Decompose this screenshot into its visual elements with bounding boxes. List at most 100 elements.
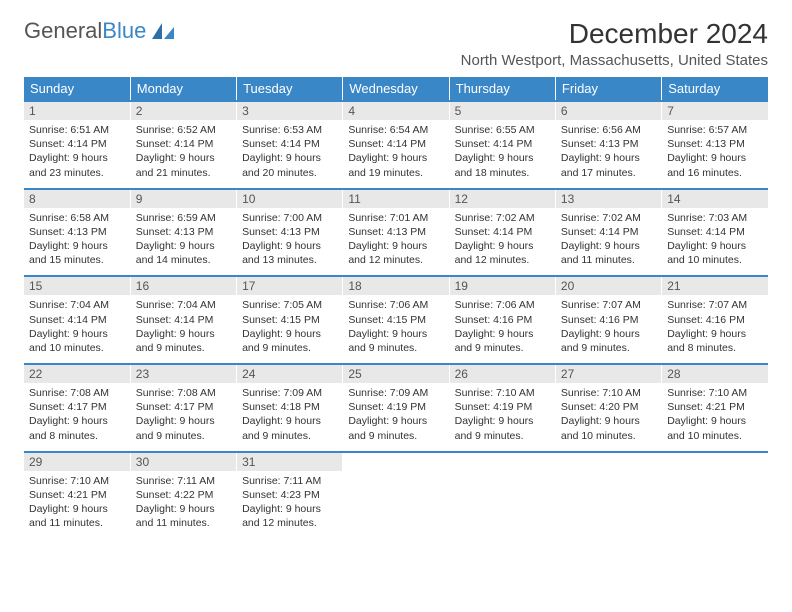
day-line-d1: Daylight: 9 hours: [561, 151, 656, 165]
day-line-sr: Sunrise: 6:59 AM: [136, 211, 231, 225]
day-line-ss: Sunset: 4:21 PM: [667, 400, 763, 414]
day-line-d1: Daylight: 9 hours: [242, 239, 337, 253]
day-body: Sunrise: 7:04 AMSunset: 4:14 PMDaylight:…: [131, 295, 236, 363]
day-line-d1: Daylight: 9 hours: [455, 414, 550, 428]
day-cell: [449, 452, 555, 539]
day-cell: 22Sunrise: 7:08 AMSunset: 4:17 PMDayligh…: [24, 364, 130, 452]
day-line-d2: and 10 minutes.: [667, 253, 763, 267]
day-number: 7: [662, 102, 768, 120]
day-body: Sunrise: 7:06 AMSunset: 4:15 PMDaylight:…: [343, 295, 448, 363]
day-body: Sunrise: 7:00 AMSunset: 4:13 PMDaylight:…: [237, 208, 342, 276]
logo: GeneralBlue: [24, 18, 176, 44]
day-number: 26: [450, 365, 555, 383]
day-cell: 31Sunrise: 7:11 AMSunset: 4:23 PMDayligh…: [237, 452, 343, 539]
day-line-sr: Sunrise: 6:54 AM: [348, 123, 443, 137]
day-line-ss: Sunset: 4:14 PM: [29, 137, 125, 151]
day-number: 9: [131, 190, 236, 208]
day-line-ss: Sunset: 4:21 PM: [29, 488, 125, 502]
day-number: 22: [24, 365, 130, 383]
day-line-ss: Sunset: 4:13 PM: [29, 225, 125, 239]
day-line-d2: and 9 minutes.: [136, 341, 231, 355]
day-line-d1: Daylight: 9 hours: [136, 502, 231, 516]
week-row: 15Sunrise: 7:04 AMSunset: 4:14 PMDayligh…: [24, 276, 768, 364]
location: North Westport, Massachusetts, United St…: [461, 52, 768, 69]
day-number: 14: [662, 190, 768, 208]
day-line-sr: Sunrise: 7:05 AM: [242, 298, 337, 312]
day-line-sr: Sunrise: 6:52 AM: [136, 123, 231, 137]
page: GeneralBlue December 2024 North Westport…: [0, 0, 792, 556]
day-cell: 25Sunrise: 7:09 AMSunset: 4:19 PMDayligh…: [343, 364, 449, 452]
day-cell: 11Sunrise: 7:01 AMSunset: 4:13 PMDayligh…: [343, 189, 449, 277]
day-line-sr: Sunrise: 6:56 AM: [561, 123, 656, 137]
day-cell: 12Sunrise: 7:02 AMSunset: 4:14 PMDayligh…: [449, 189, 555, 277]
day-cell: 29Sunrise: 7:10 AMSunset: 4:21 PMDayligh…: [24, 452, 130, 539]
day-line-d2: and 9 minutes.: [561, 341, 656, 355]
day-line-d2: and 15 minutes.: [29, 253, 125, 267]
day-number: 2: [131, 102, 236, 120]
day-line-ss: Sunset: 4:17 PM: [29, 400, 125, 414]
day-number: 23: [131, 365, 236, 383]
day-body: Sunrise: 7:10 AMSunset: 4:20 PMDaylight:…: [556, 383, 661, 451]
day-body: Sunrise: 7:04 AMSunset: 4:14 PMDaylight:…: [24, 295, 130, 363]
day-line-d2: and 9 minutes.: [242, 429, 337, 443]
day-line-sr: Sunrise: 7:09 AM: [242, 386, 337, 400]
day-body: Sunrise: 7:08 AMSunset: 4:17 PMDaylight:…: [131, 383, 236, 451]
day-line-d1: Daylight: 9 hours: [667, 327, 763, 341]
day-line-ss: Sunset: 4:16 PM: [561, 313, 656, 327]
day-line-d1: Daylight: 9 hours: [29, 239, 125, 253]
day-cell: 1Sunrise: 6:51 AMSunset: 4:14 PMDaylight…: [24, 101, 130, 189]
day-line-d1: Daylight: 9 hours: [242, 414, 337, 428]
day-cell: 9Sunrise: 6:59 AMSunset: 4:13 PMDaylight…: [130, 189, 236, 277]
day-line-sr: Sunrise: 7:10 AM: [561, 386, 656, 400]
day-line-d2: and 9 minutes.: [242, 341, 337, 355]
day-body: Sunrise: 7:07 AMSunset: 4:16 PMDaylight:…: [662, 295, 768, 363]
day-line-ss: Sunset: 4:20 PM: [561, 400, 656, 414]
day-line-sr: Sunrise: 7:06 AM: [348, 298, 443, 312]
day-body: Sunrise: 7:03 AMSunset: 4:14 PMDaylight:…: [662, 208, 768, 276]
day-line-d1: Daylight: 9 hours: [348, 414, 443, 428]
day-line-d2: and 23 minutes.: [29, 166, 125, 180]
day-line-ss: Sunset: 4:13 PM: [242, 225, 337, 239]
day-line-sr: Sunrise: 7:07 AM: [561, 298, 656, 312]
day-number: 4: [343, 102, 448, 120]
day-line-ss: Sunset: 4:23 PM: [242, 488, 337, 502]
day-line-sr: Sunrise: 7:02 AM: [455, 211, 550, 225]
day-line-d1: Daylight: 9 hours: [561, 327, 656, 341]
day-cell: 23Sunrise: 7:08 AMSunset: 4:17 PMDayligh…: [130, 364, 236, 452]
day-line-d1: Daylight: 9 hours: [561, 239, 656, 253]
logo-text-2: Blue: [102, 18, 146, 44]
day-cell: 24Sunrise: 7:09 AMSunset: 4:18 PMDayligh…: [237, 364, 343, 452]
month-title: December 2024: [461, 18, 768, 50]
day-cell: 14Sunrise: 7:03 AMSunset: 4:14 PMDayligh…: [662, 189, 768, 277]
day-number: 20: [556, 277, 661, 295]
day-number: 27: [556, 365, 661, 383]
day-line-d1: Daylight: 9 hours: [242, 151, 337, 165]
day-line-d2: and 12 minutes.: [455, 253, 550, 267]
day-cell: 19Sunrise: 7:06 AMSunset: 4:16 PMDayligh…: [449, 276, 555, 364]
day-line-sr: Sunrise: 7:01 AM: [348, 211, 443, 225]
day-body: Sunrise: 7:02 AMSunset: 4:14 PMDaylight:…: [556, 208, 661, 276]
day-line-ss: Sunset: 4:19 PM: [455, 400, 550, 414]
day-line-d2: and 20 minutes.: [242, 166, 337, 180]
day-line-ss: Sunset: 4:13 PM: [136, 225, 231, 239]
day-line-d2: and 16 minutes.: [667, 166, 763, 180]
day-line-sr: Sunrise: 7:08 AM: [136, 386, 231, 400]
week-row: 8Sunrise: 6:58 AMSunset: 4:13 PMDaylight…: [24, 189, 768, 277]
day-line-ss: Sunset: 4:18 PM: [242, 400, 337, 414]
day-line-d2: and 9 minutes.: [455, 429, 550, 443]
day-cell: 16Sunrise: 7:04 AMSunset: 4:14 PMDayligh…: [130, 276, 236, 364]
day-body: Sunrise: 7:09 AMSunset: 4:18 PMDaylight:…: [237, 383, 342, 451]
day-number: 8: [24, 190, 130, 208]
day-cell: 3Sunrise: 6:53 AMSunset: 4:14 PMDaylight…: [237, 101, 343, 189]
day-line-ss: Sunset: 4:14 PM: [561, 225, 656, 239]
day-body: Sunrise: 6:57 AMSunset: 4:13 PMDaylight:…: [662, 120, 768, 188]
weekday-header: Monday: [130, 77, 236, 101]
day-line-ss: Sunset: 4:16 PM: [667, 313, 763, 327]
day-line-sr: Sunrise: 7:11 AM: [242, 474, 337, 488]
title-block: December 2024 North Westport, Massachuse…: [461, 18, 768, 77]
day-number: 16: [131, 277, 236, 295]
day-line-ss: Sunset: 4:16 PM: [455, 313, 550, 327]
day-line-d1: Daylight: 9 hours: [29, 151, 125, 165]
day-line-ss: Sunset: 4:17 PM: [136, 400, 231, 414]
day-line-sr: Sunrise: 7:02 AM: [561, 211, 656, 225]
